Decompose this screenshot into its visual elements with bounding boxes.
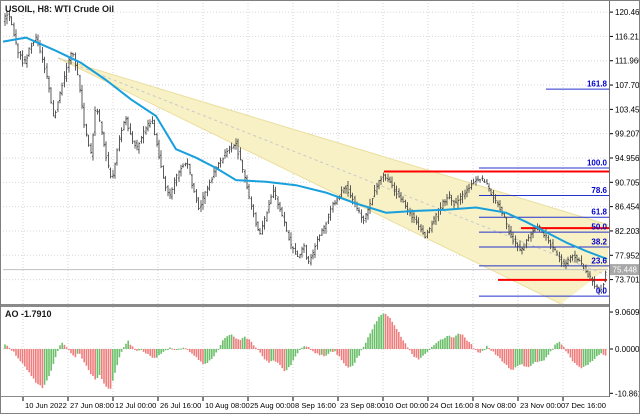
time-tick-label: 26 Jul 16:00 [160,401,201,410]
price-tick-label: 107.709 [615,81,639,90]
time-tick-label: 8 Nov 08:00 [475,401,516,410]
fibonacci-level-label: 100.0 [587,159,608,168]
oscillator-axis[interactable]: 9.0609 0.0000 -10.8612 [610,308,639,398]
time-tick-label: 10 Jun 2022 [25,401,67,410]
indicator-value-label: AO -1.7910 [5,309,52,319]
time-tick-label: 23 Nov 00:00 [520,401,565,410]
time-tick-label: 24 Oct 16:00 [430,401,473,410]
time-tick-label: 25 Aug 00:00 [250,401,295,410]
time-tick-label: 8 Sep 16:00 [295,401,336,410]
fibonacci-level-label: 61.8 [591,208,607,217]
price-tick-label: 99.207 [615,130,639,139]
current-price-box [610,264,639,276]
time-tick-label: 23 Sep 08:00 [340,401,385,410]
fibonacci-labels-layer: 161.8 100.0 78.6 61.8 50.0 38.2 23.6 0.0 [587,80,608,296]
time-tick-label: 27 Jun 08:00 [70,401,114,410]
panel-divider[interactable] [1,304,609,307]
time-tick-label: 7 Dec 16:00 [565,401,606,410]
fibonacci-level-label: 161.8 [587,80,608,89]
time-tick-label: 12 Jul 00:00 [115,401,156,410]
price-tick-label: 77.952 [615,251,639,260]
time-tick-label: 10 Oct 00:00 [385,401,428,410]
price-tick-label: 94.956 [615,154,639,163]
trend-channel [57,57,608,304]
price-axis[interactable]: 120.462 116.211 111.960 107.709 103.458 99.20… [610,8,639,285]
price-tick-label: 73.701 [615,276,639,285]
channel-top-line [57,57,608,226]
awesome-oscillator-layer [4,313,607,389]
moving-average-line [2,36,608,260]
current-price-marker: 75.448 [610,264,639,276]
price-tick-label: 90.705 [615,178,639,187]
fibonacci-level-label: 38.2 [591,237,607,246]
fibonacci-level-label: 23.6 [591,256,607,265]
channel-bottom-line [57,57,562,304]
fibonacci-level-label: 50.0 [591,223,607,232]
moving-average-layer [2,36,608,271]
fibonacci-level-label: 78.6 [591,186,607,195]
price-tick-label: 82.203 [615,227,639,236]
horizontal-levels-layer [384,88,609,297]
oscillator-tick-label: 9.0609 [615,308,639,317]
price-tick-label: 120.462 [615,8,639,17]
ao-histogram-up [4,313,602,385]
time-tick-label: 10 Aug 08:00 [205,401,250,410]
price-tick-label: 86.454 [615,203,639,212]
current-price-label: 75.448 [613,266,638,275]
channel-fill [58,58,608,304]
fibonacci-level-label: 0.0 [596,287,608,296]
oscillator-tick-label: -10.8612 [615,389,639,398]
ao-histogram-down [6,313,607,389]
price-tick-label: 116.211 [615,32,639,41]
oscillator-tick-label: 0.0000 [615,345,639,354]
price-tick-label: 103.458 [615,105,639,114]
chart-title: USOIL, H8: WTI Crude Oil [5,4,114,14]
time-axis[interactable]: 10 Jun 2022 27 Jun 08:00 12 Jul 00:00 26 Ju… [22,397,606,410]
channel-median-line [57,57,608,277]
price-tick-label: 111.960 [615,57,639,66]
